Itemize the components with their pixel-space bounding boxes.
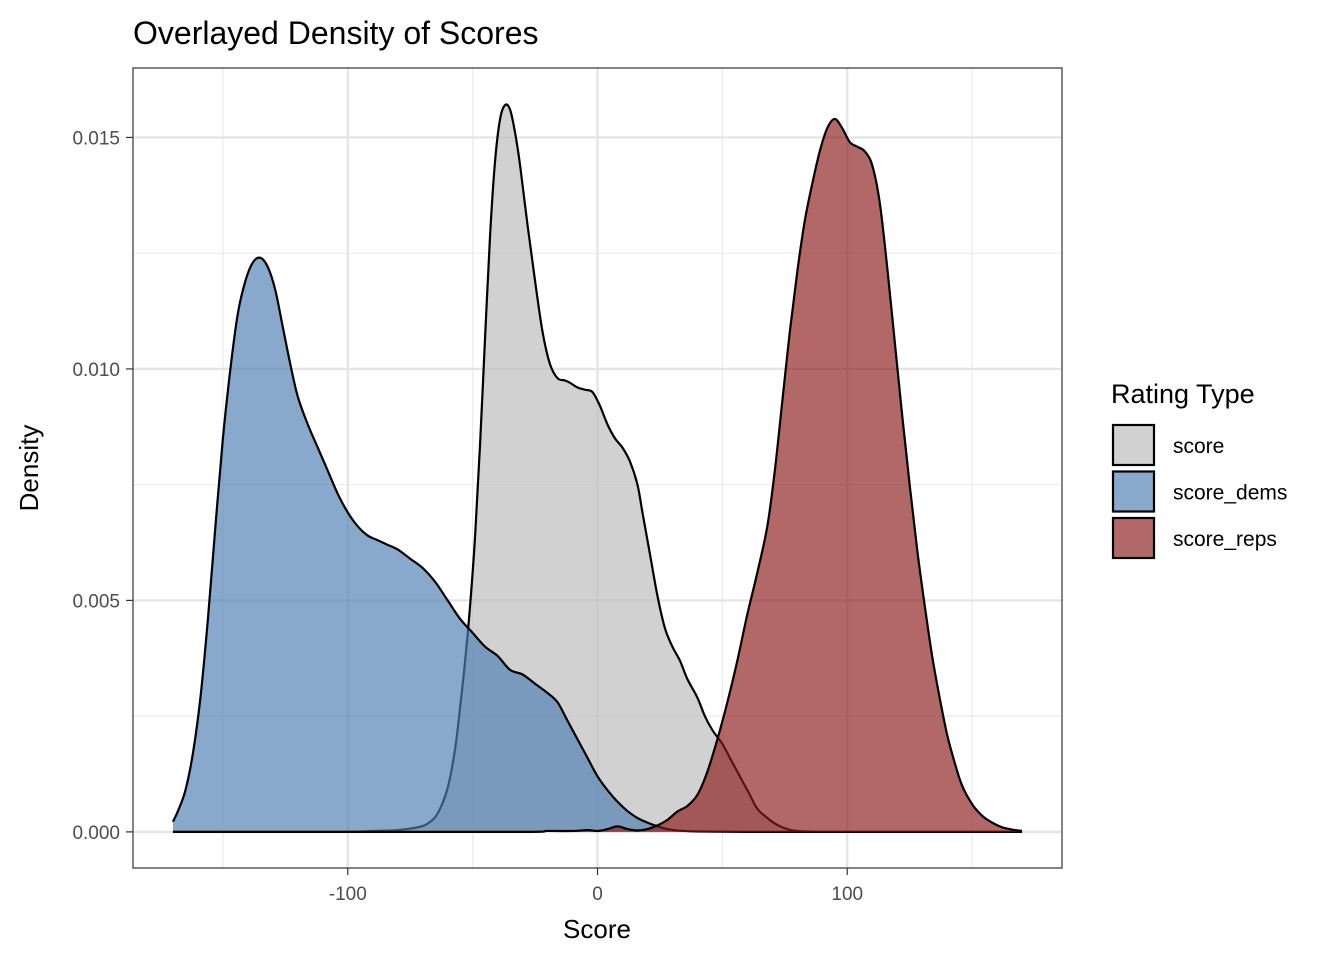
density-area-score-dems bbox=[172, 257, 1023, 832]
chart-title: Overlayed Density of Scores bbox=[133, 15, 539, 51]
legend-label-score-reps: score_reps bbox=[1173, 528, 1277, 551]
y-tick-label: 0.005 bbox=[72, 591, 120, 612]
density-area-score-reps bbox=[172, 118, 1023, 832]
density-line-score-dems bbox=[171, 256, 1023, 833]
legend-key-score-dems bbox=[1111, 470, 1156, 513]
legend: Rating Type score score_dems score_reps bbox=[1111, 379, 1287, 560]
legend-key-score bbox=[1111, 423, 1156, 467]
x-axis-ticks: -100 0 100 bbox=[329, 868, 863, 905]
y-tick-label: 0.000 bbox=[72, 823, 120, 844]
legend-key-score-reps bbox=[1111, 516, 1156, 560]
x-tick-label: -100 bbox=[329, 884, 367, 905]
y-tick-label: 0.015 bbox=[72, 128, 120, 149]
x-axis-title: Score bbox=[563, 914, 631, 944]
x-tick-label: 0 bbox=[592, 884, 603, 905]
legend-items: score score_dems score_reps bbox=[1111, 423, 1287, 560]
legend-label-score-dems: score_dems bbox=[1173, 482, 1287, 505]
legend-title: Rating Type bbox=[1111, 379, 1255, 409]
x-tick-label: 100 bbox=[831, 884, 863, 905]
y-tick-label: 0.010 bbox=[72, 360, 120, 381]
y-axis-ticks: 0.000 0.005 0.010 0.015 bbox=[72, 128, 133, 844]
density-line-score-reps bbox=[172, 117, 1023, 833]
legend-label-score: score bbox=[1173, 435, 1224, 458]
density-areas bbox=[171, 103, 1023, 833]
y-axis-title: Density bbox=[14, 425, 44, 512]
density-area-score bbox=[172, 104, 1023, 832]
